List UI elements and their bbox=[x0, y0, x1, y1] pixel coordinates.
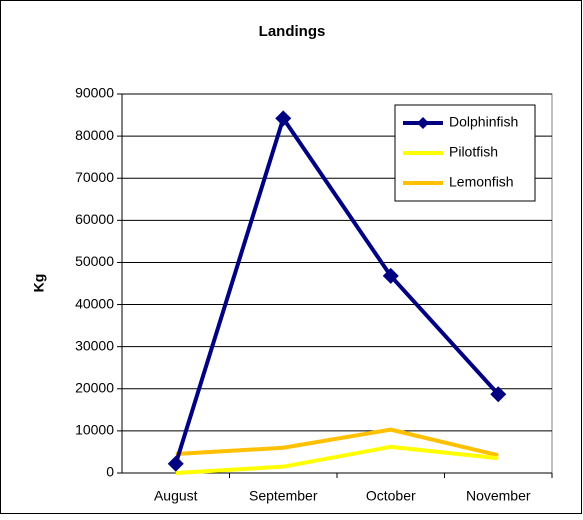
y-tick-label: 40000 bbox=[75, 295, 114, 311]
legend-label: Pilotfish bbox=[449, 144, 498, 160]
data-point bbox=[382, 267, 399, 284]
x-tick-label: October bbox=[366, 488, 416, 504]
chart-title: Landings bbox=[259, 23, 326, 40]
y-tick-label: 0 bbox=[106, 464, 114, 480]
series-line bbox=[175, 427, 499, 458]
series-line bbox=[175, 444, 499, 475]
data-point bbox=[275, 110, 292, 127]
y-tick-label: 80000 bbox=[75, 127, 114, 143]
y-tick-label: 10000 bbox=[75, 422, 114, 438]
legend-marker bbox=[417, 117, 429, 129]
y-tick-label: 70000 bbox=[75, 169, 114, 185]
legend-label: Dolphinfish bbox=[449, 114, 518, 130]
legend-label: Lemonfish bbox=[449, 174, 514, 190]
x-tick-label: August bbox=[154, 488, 198, 504]
data-point bbox=[490, 386, 507, 403]
y-tick-label: 30000 bbox=[75, 337, 114, 353]
y-axis-label: Kg bbox=[31, 274, 47, 293]
y-tick-label: 20000 bbox=[75, 379, 114, 395]
series-line bbox=[173, 116, 500, 465]
y-tick-label: 60000 bbox=[75, 211, 114, 227]
y-tick-label: 50000 bbox=[75, 253, 114, 269]
data-point bbox=[167, 455, 184, 472]
x-tick-label: November bbox=[466, 488, 531, 504]
y-tick-label: 90000 bbox=[75, 85, 114, 101]
x-tick-label: September bbox=[249, 488, 318, 504]
